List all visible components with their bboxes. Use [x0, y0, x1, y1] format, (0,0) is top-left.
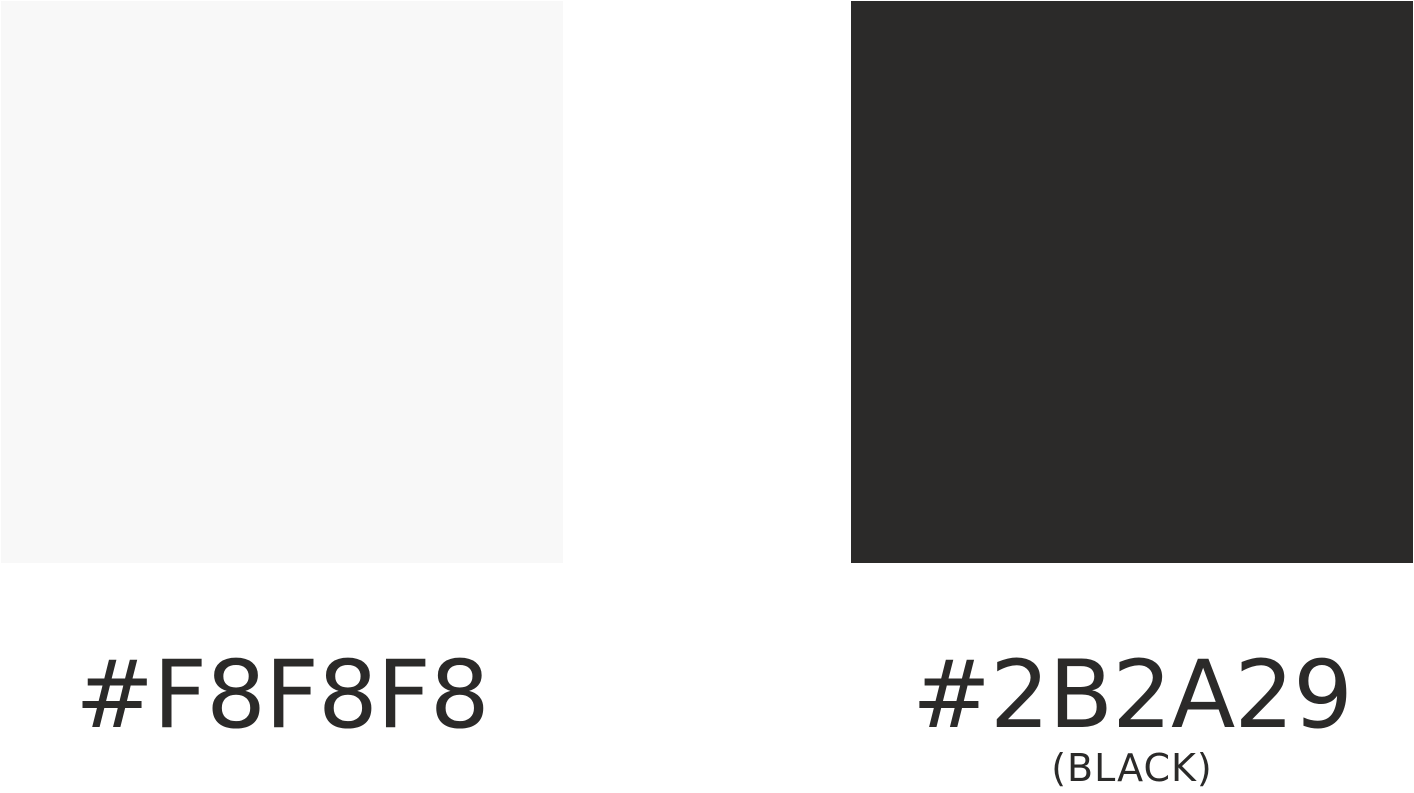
hex-code-label: #F8F8F8 [75, 641, 489, 750]
swatch-caption-light: #F8F8F8 [1, 640, 563, 752]
color-swatch-light [1, 1, 563, 563]
color-name-label: (BLACK) [1051, 746, 1213, 790]
color-swatch-dark [851, 1, 1413, 563]
hex-code-label: #2B2A29 [912, 641, 1353, 750]
swatch-caption-dark: #2B2A29 (BLACK) [851, 640, 1413, 788]
